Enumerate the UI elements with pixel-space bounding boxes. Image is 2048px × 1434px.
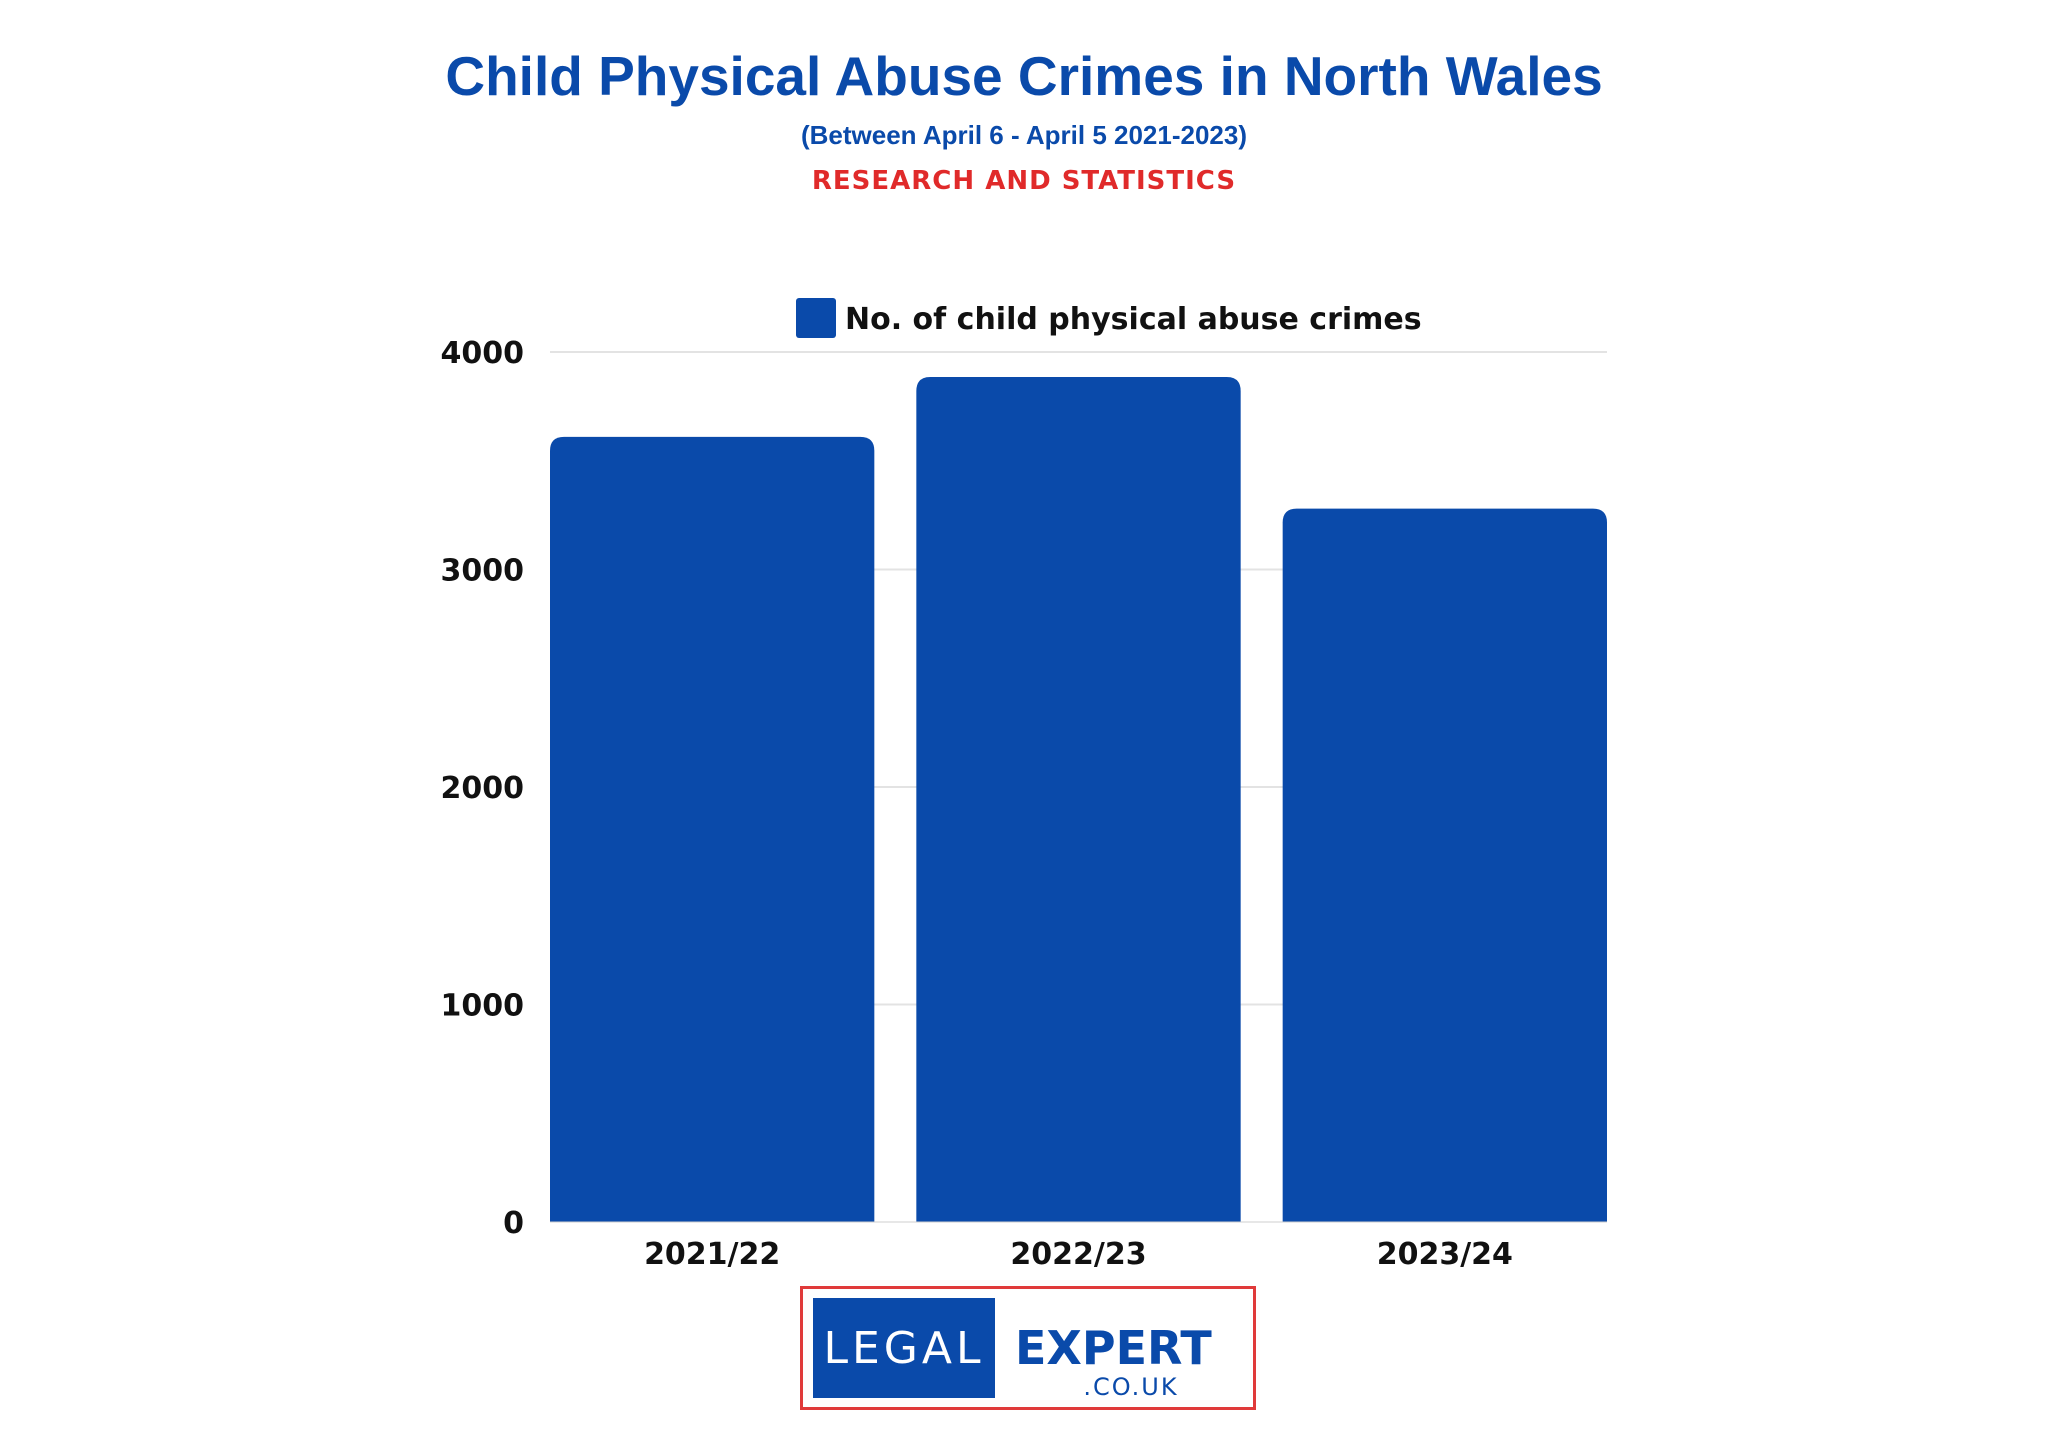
y-tick-label: 2000 bbox=[441, 771, 525, 806]
x-tick-label: 2023/24 bbox=[1377, 1237, 1513, 1272]
bar-2021-22 bbox=[550, 436, 875, 1222]
logo-legal-text: LEGAL bbox=[813, 1298, 995, 1398]
logo-expert-text: EXPERT bbox=[1015, 1321, 1212, 1375]
chart-title: Child Physical Abuse Crimes in North Wal… bbox=[445, 45, 1603, 107]
research-tagline: RESEARCH AND STATISTICS bbox=[811, 166, 1237, 196]
x-tick-label: 2022/23 bbox=[1010, 1237, 1146, 1272]
x-tick-label: 2021/22 bbox=[644, 1237, 780, 1272]
y-tick-label: 4000 bbox=[441, 336, 525, 371]
bar-2023-24 bbox=[1282, 508, 1607, 1223]
legal-expert-logo: LEGAL EXPERT .CO.UK bbox=[800, 1286, 1256, 1410]
y-tick-label: 3000 bbox=[441, 554, 525, 589]
logo-domain-text: .CO.UK bbox=[1083, 1373, 1179, 1401]
y-tick-label: 1000 bbox=[441, 989, 525, 1024]
legend-label: No. of child physical abuse crimes bbox=[845, 302, 1422, 337]
bar-2022-23 bbox=[916, 377, 1241, 1222]
y-tick-label: 0 bbox=[503, 1206, 524, 1241]
chart-subtitle: (Between April 6 - April 5 2021-2023) bbox=[800, 120, 1247, 150]
legend-swatch bbox=[796, 298, 836, 338]
